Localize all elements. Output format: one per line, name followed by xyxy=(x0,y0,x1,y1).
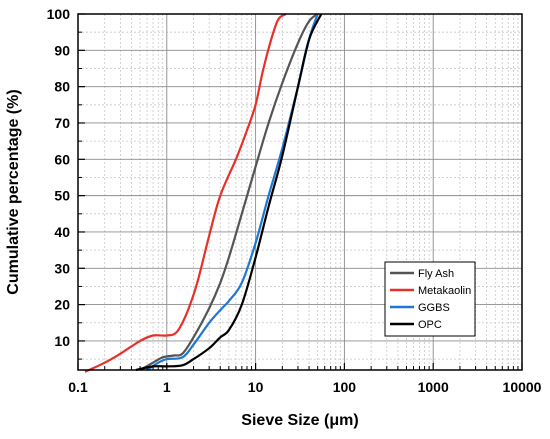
y-tick-label: 100 xyxy=(47,6,71,22)
y-tick-label: 80 xyxy=(54,79,70,95)
x-tick-label: 10000 xyxy=(503,379,542,395)
y-tick-label: 30 xyxy=(54,260,70,276)
minor-grid xyxy=(78,14,522,370)
series-lines xyxy=(84,13,323,373)
y-tick-label: 40 xyxy=(54,224,70,240)
axis-ticks xyxy=(77,13,523,370)
y-tick-label: 60 xyxy=(54,151,70,167)
series-line-metakaolin xyxy=(84,13,287,373)
legend: Fly Ash Metakaolin GGBS OPC xyxy=(384,261,476,337)
legend-label-metakaolin: Metakaolin xyxy=(418,285,471,297)
series-line-ggbs xyxy=(146,13,319,371)
y-tick-label: 50 xyxy=(54,188,70,204)
major-grid xyxy=(77,13,523,370)
y-tick-label: 20 xyxy=(54,297,70,313)
y-tick-label: 70 xyxy=(54,115,70,131)
legend-label-opc: OPC xyxy=(418,319,442,331)
series-line-opc xyxy=(135,13,323,372)
y-tick-label: 90 xyxy=(54,42,70,58)
x-tick-label: 100 xyxy=(333,379,357,395)
x-tick-label: 1000 xyxy=(418,379,449,395)
y-axis-title: Cumulative percentage (%) xyxy=(5,89,22,294)
x-tick-label: 1 xyxy=(163,379,171,395)
legend-label-fly-ash: Fly Ash xyxy=(418,268,454,280)
legend-label-ggbs: GGBS xyxy=(418,302,450,314)
x-tick-label: 0.1 xyxy=(68,379,88,395)
series-line-fly-ash xyxy=(139,13,319,371)
x-tick-label: 10 xyxy=(248,379,264,395)
tick-labels: 0.1 1 10 100 1000 10000 10 20 30 40 50 60 70 80 90 100 xyxy=(47,6,542,395)
plot-frame xyxy=(77,13,523,371)
x-axis-title: Sieve Size (μm) xyxy=(241,412,358,429)
y-tick-label: 10 xyxy=(54,333,70,349)
